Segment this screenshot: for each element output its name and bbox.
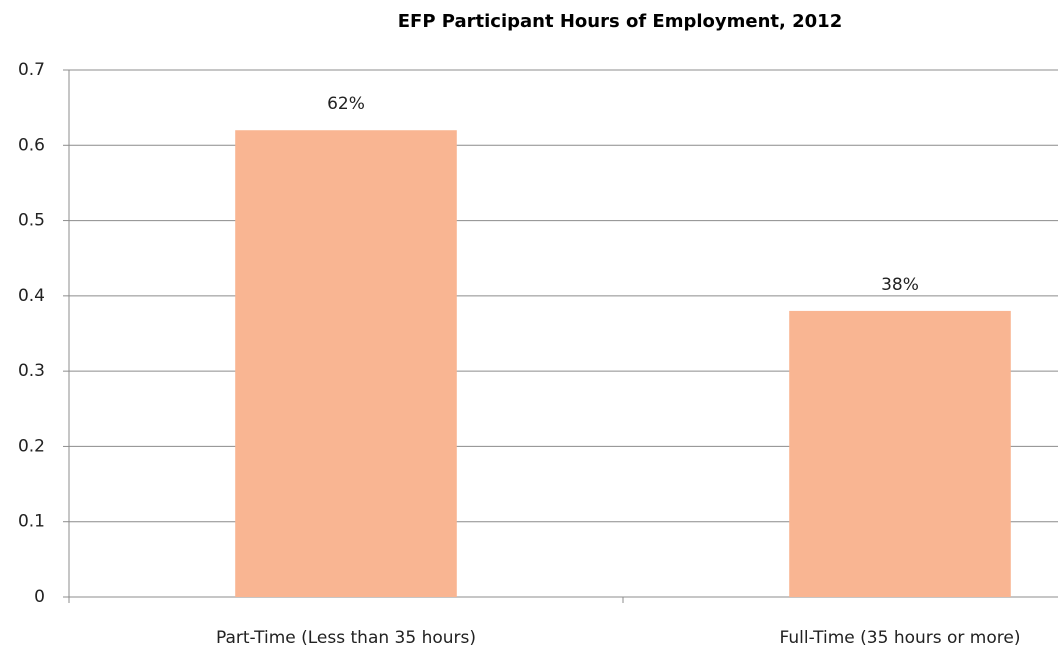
y-tick-label: 0.1 [18,512,45,532]
data-label: 62% [327,94,365,114]
bar [789,310,1011,597]
y-tick-label: 0.6 [18,135,45,155]
x-tick-label: Part-Time (Less than 35 hours) [216,628,476,648]
y-tick-label: 0.7 [18,60,45,80]
y-tick-label: 0.4 [18,286,45,306]
y-tick-label: 0.3 [18,361,45,381]
y-tick-label: 0 [34,587,45,607]
bar [235,130,457,597]
data-label: 38% [881,275,919,295]
y-tick-label: 0.2 [18,436,45,456]
chart-title: EFP Participant Hours of Employment, 201… [398,11,842,32]
x-tick-label: Full-Time (35 hours or more) [780,628,1021,648]
y-tick-label: 0.5 [18,211,45,231]
